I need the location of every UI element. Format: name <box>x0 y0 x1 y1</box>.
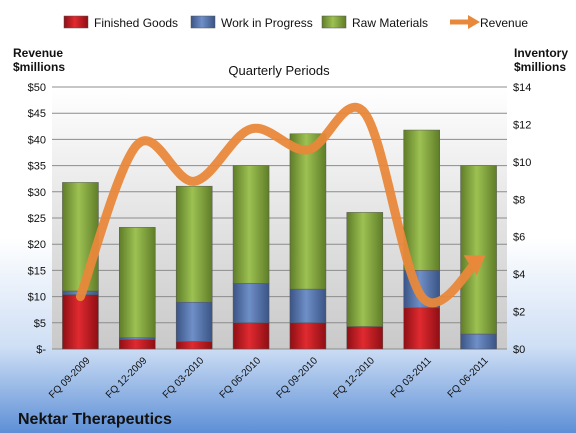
left-tick-label: $45 <box>28 108 46 120</box>
legend-label-revenue: Revenue <box>480 16 528 30</box>
left-tick-label: $15 <box>28 265 46 277</box>
legend-swatch-raw-materials <box>321 15 347 29</box>
bar-raw-materials-fq-09-2009 <box>62 182 99 292</box>
left-tick-label: $20 <box>28 239 46 251</box>
bar-raw-materials-fq-03-2010 <box>175 185 213 303</box>
bar-raw-materials-fq-06-2010 <box>232 165 270 284</box>
bar-raw-materials-fq-06-2011 <box>460 165 497 335</box>
legend-label-work-in-progress: Work in Progress <box>221 16 313 30</box>
bar-work-in-progress-fq-03-2010 <box>175 301 213 342</box>
bar-finished-goods-fq-09-2010 <box>289 322 327 350</box>
right-tick-label: $0 <box>513 344 525 356</box>
legend-swatch-work-in-progress <box>190 15 216 29</box>
left-tick-label: $40 <box>28 134 46 146</box>
chart-title: Quarterly Periods <box>228 63 330 78</box>
right-axis-ticks: $0 $2 $4 $6 $8 $10 $12 $14 <box>513 82 531 356</box>
legend-label-finished-goods: Finished Goods <box>94 16 178 30</box>
left-tick-label: $30 <box>28 187 46 199</box>
bar-raw-materials-fq-03-2011 <box>403 129 440 271</box>
left-tick-label: $50 <box>28 82 46 94</box>
right-tick-label: $10 <box>513 157 531 169</box>
left-tick-label: $35 <box>28 161 46 173</box>
left-axis-label-line1: Revenue <box>13 46 63 60</box>
right-tick-label: $8 <box>513 194 525 206</box>
right-tick-label: $4 <box>513 269 525 281</box>
bar-raw-materials-fq-12-2009 <box>119 227 156 339</box>
right-tick-label: $14 <box>513 82 531 94</box>
bar-finished-goods-fq-03-2010 <box>175 341 213 350</box>
bar-raw-materials-fq-09-2010 <box>289 133 327 290</box>
left-axis-label-line2: $millions <box>13 60 65 74</box>
left-axis-ticks: $- $5 $10 $15 $20 $25 $30 $35 $40 $45 $50 <box>28 82 47 356</box>
bar-finished-goods-fq-12-2009 <box>119 339 156 350</box>
right-axis-label-line2: $millions <box>514 60 566 74</box>
legend-label-raw-materials: Raw Materials <box>352 16 428 30</box>
revenue-arrowhead <box>463 255 486 276</box>
right-tick-label: $2 <box>513 307 525 319</box>
left-tick-label: $- <box>36 344 46 356</box>
legend-arrow-revenue <box>468 15 480 29</box>
bar-finished-goods-fq-06-2010 <box>232 322 270 350</box>
bars <box>62 129 497 350</box>
left-tick-label: $5 <box>34 318 46 330</box>
legend-swatch-finished-goods <box>63 15 89 29</box>
right-tick-label: $12 <box>513 119 531 131</box>
left-tick-label: $10 <box>28 292 46 304</box>
company-name: Nektar Therapeutics <box>18 411 172 428</box>
revenue-series-line <box>75 102 484 308</box>
bar-work-in-progress-fq-06-2010 <box>232 283 270 324</box>
bar-finished-goods-fq-03-2011 <box>403 307 440 350</box>
bar-work-in-progress-fq-06-2011 <box>460 333 497 350</box>
left-tick-label: $25 <box>28 213 46 225</box>
bar-work-in-progress-fq-12-2009 <box>119 337 156 340</box>
revenue-line <box>75 102 486 308</box>
legend: Finished Goods Work in Progress Raw Materi… <box>63 15 528 30</box>
bar-raw-materials-fq-12-2010 <box>346 212 384 327</box>
bar-finished-goods-fq-09-2009 <box>62 294 99 350</box>
right-tick-label: $6 <box>513 232 525 244</box>
bar-work-in-progress-fq-09-2010 <box>289 288 327 324</box>
bar-finished-goods-fq-12-2010 <box>346 326 384 350</box>
right-axis-label-line1: Inventory <box>514 46 568 60</box>
